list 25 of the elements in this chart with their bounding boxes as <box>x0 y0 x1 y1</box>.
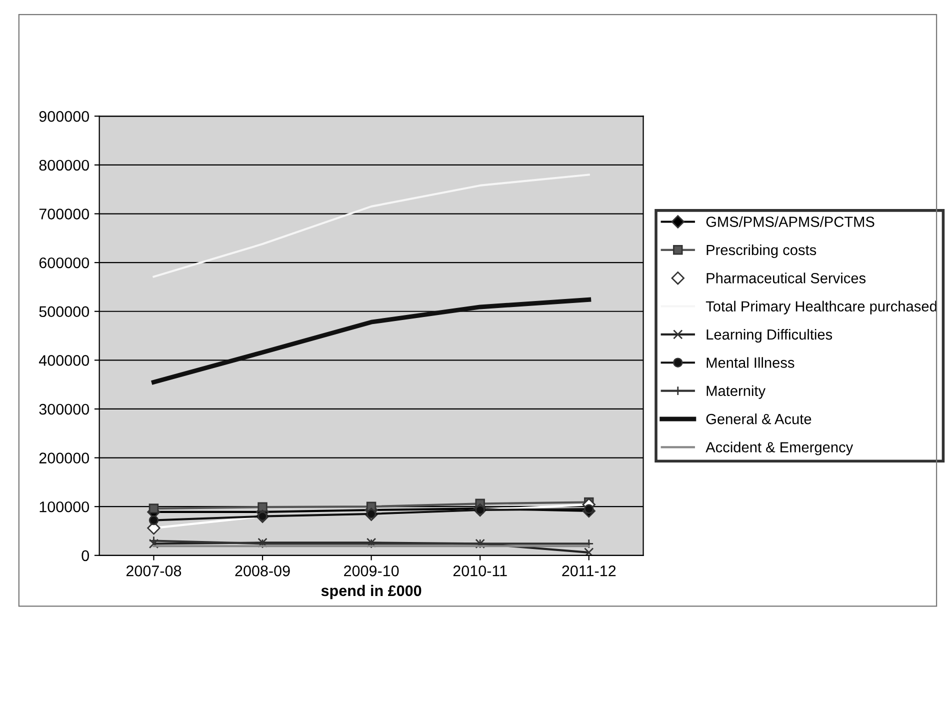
legend-label: Accident & Emergency <box>706 442 854 456</box>
y-tick-label: 100000 <box>40 501 90 512</box>
x-axis-title: spend in £000 <box>321 584 422 600</box>
y-tick-label: 200000 <box>39 452 90 464</box>
legend-label: Prescribing costs <box>706 244 816 258</box>
y-tick-label: 500000 <box>39 306 90 318</box>
y-tick-label: 0 <box>82 550 90 562</box>
x-tick-label: 2011-12 <box>562 566 616 576</box>
x-tick-label: 2008-09 <box>235 566 290 576</box>
x-tick-label: 2010-11 <box>453 566 507 576</box>
legend-label: General & Acute <box>706 414 812 424</box>
legend-label: Mental Illness <box>706 357 794 368</box>
x-tick-label: 2009-10 <box>344 566 399 576</box>
y-tick-label: 900000 <box>39 111 90 122</box>
y-tick-label: 700000 <box>39 208 90 220</box>
legend-label: Maternity <box>706 385 766 399</box>
y-tick-label: 400000 <box>38 355 90 366</box>
legend-label: GMS/PMS/APMS/PCTMS <box>706 216 874 227</box>
y-tick-label: 800000 <box>39 160 90 171</box>
legend-label: Learning Difficulties <box>706 328 832 343</box>
x-tick-label: 2007-08 <box>126 566 182 576</box>
y-tick-label: 600000 <box>39 257 90 268</box>
legend-label: Total Primary Healthcare purchased <box>706 300 936 314</box>
y-tick-label: 300000 <box>39 404 90 415</box>
legend-label: Pharmaceutical Services <box>706 272 866 284</box>
